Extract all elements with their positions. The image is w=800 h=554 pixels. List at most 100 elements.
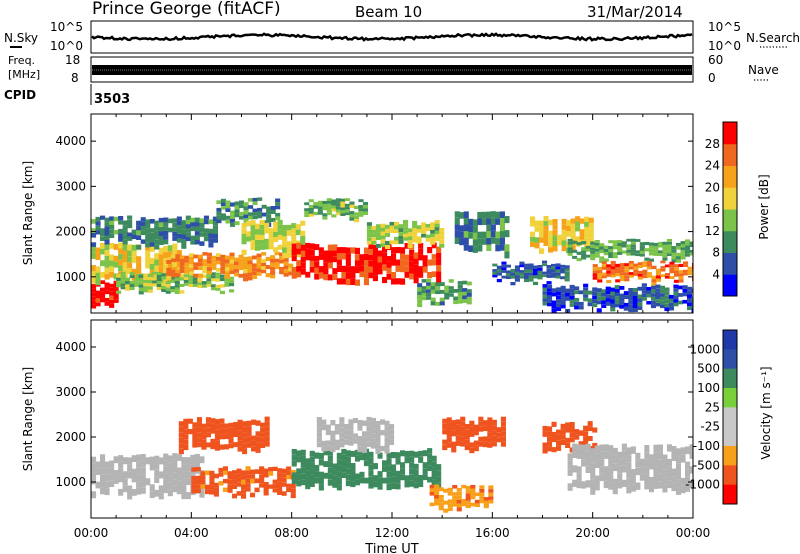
power-cell — [691, 296, 693, 301]
velocity-cell — [671, 483, 677, 492]
velocity-cell — [418, 481, 424, 487]
power-cell — [385, 245, 391, 249]
velocity-cell — [612, 478, 618, 487]
power-cell — [682, 292, 688, 297]
velocity-cell — [479, 496, 485, 500]
power-cell — [685, 253, 691, 257]
power-cell — [385, 232, 391, 237]
velocity-cell — [648, 461, 654, 470]
velocity-cell — [325, 424, 331, 430]
power-cell — [539, 220, 545, 227]
power-cell — [395, 265, 401, 272]
noise-sky-trace — [91, 32, 693, 42]
power-cell — [252, 263, 258, 268]
power-cell — [391, 278, 397, 285]
power-cell — [623, 295, 629, 299]
velocity-cell — [210, 438, 216, 444]
power-cell — [677, 300, 683, 305]
power-cell — [270, 255, 276, 260]
velocity-cell — [199, 456, 205, 464]
power-cell — [206, 267, 212, 271]
power-cell — [353, 205, 359, 210]
power-cell — [185, 228, 191, 233]
power-cell — [203, 236, 209, 242]
power-cell — [551, 272, 557, 275]
velocity-cell — [214, 445, 220, 451]
velocity-colorbar-frame — [722, 329, 738, 505]
power-cell — [673, 295, 679, 299]
power-cell — [468, 232, 474, 239]
power-cell — [250, 230, 256, 236]
power-cell — [687, 306, 693, 311]
power-cell — [203, 219, 209, 225]
power-cell — [666, 253, 672, 256]
power-cell — [678, 273, 684, 277]
velocity-cell — [300, 449, 306, 456]
power-cell — [109, 303, 115, 308]
power-cell — [496, 278, 502, 283]
velocity-cell — [213, 487, 219, 492]
velocity-cell — [191, 480, 197, 485]
power-cell — [174, 277, 180, 281]
power-cell — [614, 292, 620, 297]
velocity-cell — [242, 426, 248, 433]
power-cell — [601, 293, 607, 297]
velocity-cell — [470, 484, 476, 489]
power-cell — [349, 211, 355, 215]
power-cell — [454, 217, 460, 225]
velocity-cell — [318, 452, 324, 460]
power-cell — [650, 293, 656, 297]
power-cell — [570, 234, 576, 240]
power-cell — [239, 200, 245, 205]
power-cell — [530, 231, 536, 237]
power-cell — [100, 287, 106, 292]
power-cell — [542, 284, 548, 288]
y-tick-label: 2000 — [55, 430, 86, 444]
power-cell — [201, 284, 207, 288]
velocity-cell — [366, 416, 372, 422]
velocity-cell — [323, 461, 329, 467]
velocity-cell — [386, 452, 392, 459]
power-cell — [274, 251, 280, 256]
velocity-cell — [389, 439, 395, 445]
velocity-cell — [630, 469, 636, 477]
power-cell — [619, 304, 625, 309]
velocity-cell — [491, 441, 497, 447]
velocity-cell — [191, 484, 197, 490]
power-cell — [120, 283, 126, 287]
velocity-cell — [653, 459, 659, 467]
power-cell — [543, 236, 549, 241]
velocity-cell — [657, 451, 663, 460]
velocity-cell — [391, 482, 397, 490]
power-cell — [534, 242, 540, 249]
power-cell — [95, 221, 101, 226]
velocity-cell — [671, 453, 677, 461]
power-cell — [250, 235, 256, 241]
power-cell — [215, 268, 221, 272]
power-cell — [136, 225, 142, 231]
power-cell — [495, 211, 501, 219]
power-cell — [398, 232, 404, 236]
power-cell — [349, 217, 355, 221]
power-cell — [490, 211, 496, 218]
power-cell — [444, 289, 450, 293]
power-cell — [391, 247, 397, 254]
power-cell — [624, 266, 630, 270]
velocity-cell — [460, 426, 466, 432]
velocity-cell — [447, 503, 453, 508]
power-cell — [685, 242, 691, 246]
power-cell — [147, 286, 153, 290]
velocity-cell — [336, 477, 342, 485]
velocity-cell — [384, 426, 390, 432]
velocity-cell — [214, 419, 220, 425]
power-cell — [175, 273, 181, 277]
power-cell — [113, 244, 119, 250]
velocity-cell — [136, 487, 142, 495]
power-cell — [431, 259, 437, 266]
velocity-cell — [339, 432, 345, 438]
power-cell — [560, 297, 566, 301]
velocity-cell — [594, 445, 600, 454]
power-cell — [519, 275, 525, 279]
power-cell — [100, 291, 106, 295]
power-cell — [439, 235, 445, 240]
